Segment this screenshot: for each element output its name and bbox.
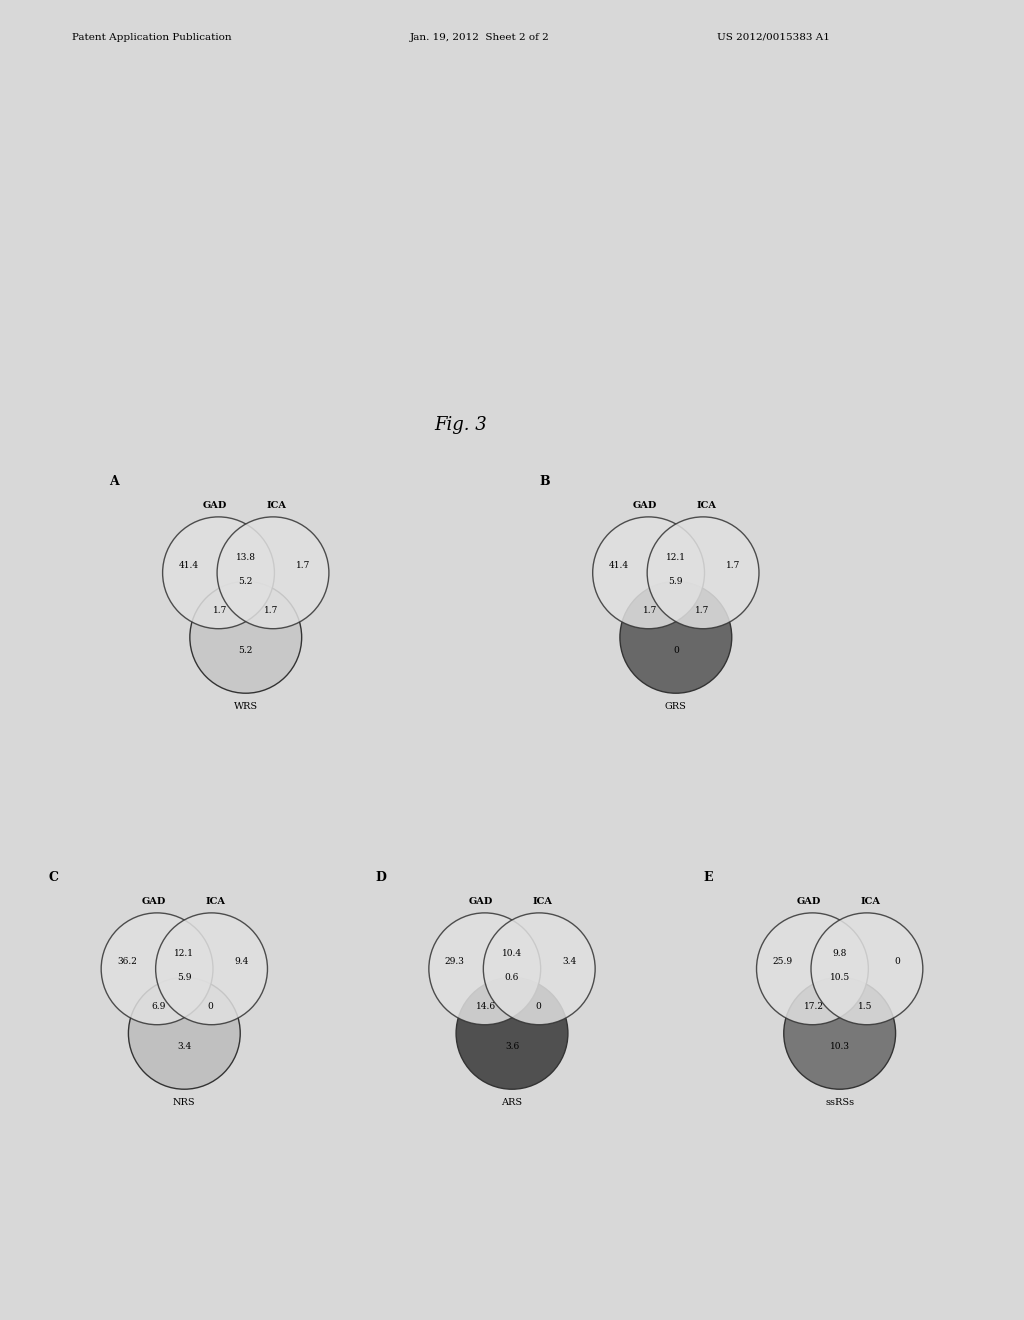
Circle shape (101, 913, 213, 1024)
Text: 0: 0 (207, 1002, 213, 1011)
Text: 1.5: 1.5 (858, 1002, 872, 1011)
Circle shape (783, 977, 896, 1089)
Text: 3.4: 3.4 (562, 957, 577, 966)
Circle shape (647, 517, 759, 628)
Text: E: E (703, 871, 713, 883)
Text: ICA: ICA (696, 500, 717, 510)
Text: ssRSs: ssRSs (825, 1098, 854, 1106)
Text: 10.4: 10.4 (502, 949, 522, 957)
Text: 1.7: 1.7 (264, 606, 279, 615)
Circle shape (189, 581, 302, 693)
Circle shape (156, 913, 267, 1024)
Text: US 2012/0015383 A1: US 2012/0015383 A1 (717, 33, 829, 42)
Text: 12.1: 12.1 (174, 949, 195, 957)
Text: NRS: NRS (173, 1098, 196, 1106)
Text: D: D (376, 871, 387, 883)
Text: 41.4: 41.4 (178, 561, 199, 570)
Text: 1.7: 1.7 (213, 606, 227, 615)
Text: 36.2: 36.2 (117, 957, 137, 966)
Text: GAD: GAD (203, 500, 227, 510)
Text: 41.4: 41.4 (608, 561, 629, 570)
Text: GAD: GAD (797, 896, 821, 906)
Text: 1.7: 1.7 (726, 561, 740, 570)
Text: 5.9: 5.9 (177, 973, 191, 982)
Text: 5.9: 5.9 (669, 577, 683, 586)
Text: 9.8: 9.8 (833, 949, 847, 957)
Circle shape (593, 517, 705, 628)
Text: 6.9: 6.9 (152, 1002, 166, 1011)
Text: 9.4: 9.4 (234, 957, 249, 966)
Text: 13.8: 13.8 (236, 553, 256, 561)
Text: GAD: GAD (633, 500, 657, 510)
Text: GAD: GAD (141, 896, 166, 906)
Text: Patent Application Publication: Patent Application Publication (72, 33, 231, 42)
Circle shape (483, 913, 595, 1024)
Text: 1.7: 1.7 (643, 606, 657, 615)
Text: GAD: GAD (469, 896, 494, 906)
Text: 10.5: 10.5 (829, 973, 850, 982)
Text: GRS: GRS (665, 702, 687, 710)
Text: 5.2: 5.2 (239, 645, 253, 655)
Circle shape (128, 977, 241, 1089)
Text: 14.6: 14.6 (476, 1002, 497, 1011)
Text: 0.6: 0.6 (505, 973, 519, 982)
Text: 0: 0 (673, 645, 679, 655)
Text: 3.6: 3.6 (505, 1041, 519, 1051)
Text: 1.7: 1.7 (694, 606, 709, 615)
Circle shape (620, 581, 732, 693)
Circle shape (217, 517, 329, 628)
Text: Fig. 3: Fig. 3 (434, 416, 487, 434)
Text: Jan. 19, 2012  Sheet 2 of 2: Jan. 19, 2012 Sheet 2 of 2 (410, 33, 549, 42)
Text: 0: 0 (894, 957, 900, 966)
Text: A: A (110, 475, 120, 487)
Circle shape (811, 913, 923, 1024)
Text: ICA: ICA (860, 896, 881, 906)
Text: 17.2: 17.2 (804, 1002, 824, 1011)
Text: B: B (540, 475, 550, 487)
Text: ARS: ARS (502, 1098, 522, 1106)
Text: ICA: ICA (205, 896, 225, 906)
Text: 29.3: 29.3 (444, 957, 465, 966)
Text: ICA: ICA (266, 500, 287, 510)
Text: 5.2: 5.2 (239, 577, 253, 586)
Text: 25.9: 25.9 (772, 957, 793, 966)
Text: C: C (48, 871, 58, 883)
Text: 10.3: 10.3 (829, 1041, 850, 1051)
Circle shape (429, 913, 541, 1024)
Text: 0: 0 (535, 1002, 541, 1011)
Text: 12.1: 12.1 (666, 553, 686, 561)
Text: ICA: ICA (532, 896, 553, 906)
Circle shape (757, 913, 868, 1024)
Text: 1.7: 1.7 (296, 561, 310, 570)
Text: 3.4: 3.4 (177, 1041, 191, 1051)
Circle shape (163, 517, 274, 628)
Circle shape (456, 977, 568, 1089)
Text: WRS: WRS (233, 702, 258, 710)
